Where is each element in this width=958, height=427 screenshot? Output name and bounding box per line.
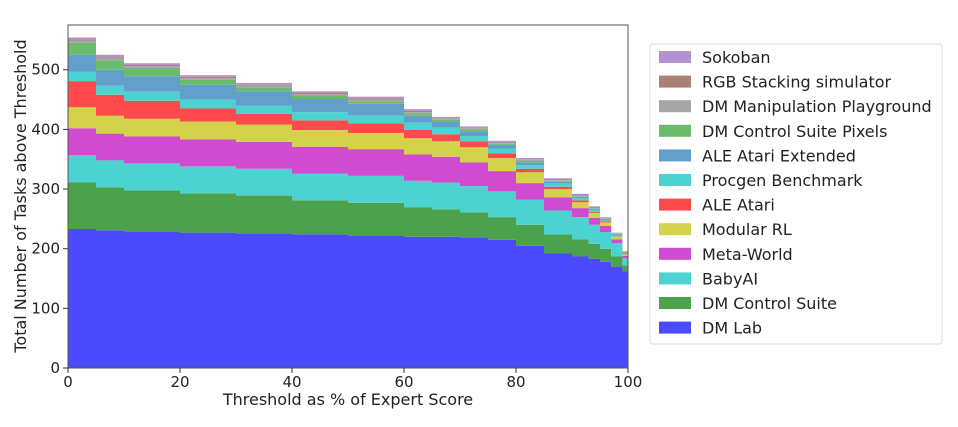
area-dm-control-suite <box>68 182 628 275</box>
legend-swatch <box>659 124 691 137</box>
legend-item-dm-control-suite: DM Control Suite <box>659 294 837 313</box>
legend-label: Sokoban <box>702 48 771 67</box>
y-tick-label: 500 <box>31 61 60 79</box>
legend-label: ALE Atari Extended <box>702 146 856 165</box>
x-tick-label: 40 <box>282 373 301 391</box>
legend-item-rgb-stacking-simulator: RGB Stacking simulator <box>659 73 892 92</box>
legend-label: BabyAI <box>702 269 758 288</box>
legend-item-modular-rl: Modular RL <box>659 220 792 239</box>
legend-swatch <box>659 321 691 334</box>
legend: Sokoban RGB Stacking simulator DM Manipula… <box>649 43 943 345</box>
area-modular-rl <box>68 107 628 266</box>
legend-label: RGB Stacking simulator <box>702 73 892 92</box>
legend-item-ale-atari: ALE Atari <box>659 196 775 215</box>
legend-item-dm-manipulation-playground: DM Manipulation Playground <box>659 97 932 116</box>
x-tick-label: 20 <box>170 373 189 391</box>
legend-swatch <box>659 75 691 88</box>
legend-label: ALE Atari <box>702 196 775 215</box>
legend-item-babyai: BabyAI <box>659 269 758 288</box>
legend-swatch <box>659 223 691 236</box>
x-tick-label: 60 <box>394 373 413 391</box>
legend-label: DM Lab <box>702 319 762 338</box>
legend-swatch <box>659 174 691 186</box>
x-tick-label: 100 <box>614 373 643 391</box>
y-tick-label: 300 <box>31 180 60 198</box>
legend-label: Modular RL <box>702 220 792 239</box>
plot-frame <box>67 24 629 369</box>
legend-swatch <box>659 149 691 162</box>
legend-swatch <box>659 51 691 63</box>
y-tick-label: 100 <box>31 299 60 317</box>
legend-swatch <box>659 198 691 211</box>
y-axis-label: Total Number of Tasks above Threshold <box>11 39 30 353</box>
x-axis-label: Threshold as % of Expert Score <box>222 390 473 409</box>
legend-swatch <box>659 272 691 285</box>
y-tick-label: 400 <box>31 120 60 138</box>
legend-item-dm-lab: DM Lab <box>659 319 762 338</box>
x-tick-label: 0 <box>63 373 73 391</box>
legend-item-ale-atari-extended: ALE Atari Extended <box>659 146 856 165</box>
area-dm-lab <box>68 229 628 368</box>
y-axis-ticks: 0 100 200 300 400 500 <box>31 61 68 377</box>
legend-label: DM Manipulation Playground <box>702 97 932 116</box>
y-tick-label: 200 <box>31 240 60 258</box>
legend-label: Meta-World <box>702 245 793 264</box>
x-tick-label: 80 <box>506 373 525 391</box>
x-axis-ticks: 0 20 40 60 80 100 <box>63 368 642 391</box>
legend-label: Procgen Benchmark <box>702 171 863 190</box>
area-layers <box>68 37 628 368</box>
legend-items: Sokoban RGB Stacking simulator DM Manipula… <box>659 48 932 338</box>
legend-swatch <box>659 297 691 309</box>
y-tick-label: 0 <box>50 359 60 377</box>
legend-item-sokoban: Sokoban <box>659 48 771 67</box>
legend-label: DM Control Suite Pixels <box>702 122 887 141</box>
legend-item-dm-control-suite-pixels: DM Control Suite Pixels <box>659 122 887 141</box>
legend-item-procgen-benchmark: Procgen Benchmark <box>659 171 863 190</box>
legend-label: DM Control Suite <box>702 294 837 313</box>
area-babyai <box>68 155 628 271</box>
legend-swatch <box>659 100 691 113</box>
legend-item-meta-world: Meta-World <box>659 245 793 264</box>
legend-swatch <box>659 247 691 260</box>
legend-frame <box>649 43 943 345</box>
